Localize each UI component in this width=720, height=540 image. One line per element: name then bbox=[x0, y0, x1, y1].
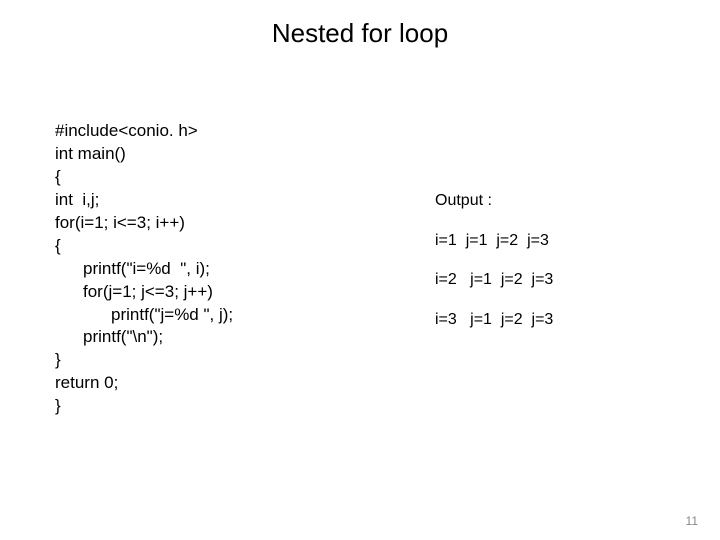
code-line: return 0; bbox=[55, 372, 385, 395]
code-line: printf("j=%d ", j); bbox=[55, 304, 385, 327]
code-line: int i,j; bbox=[55, 189, 385, 212]
output-block: Output : i=1 j=1 j=2 j=3 i=2 j=1 j=2 j=3… bbox=[385, 120, 680, 418]
code-line: for(i=1; i<=3; i++) bbox=[55, 212, 385, 235]
output-row: i=3 j=1 j=2 j=3 bbox=[435, 309, 680, 331]
code-line: { bbox=[55, 166, 385, 189]
page-number: 11 bbox=[686, 514, 698, 528]
code-line: } bbox=[55, 349, 385, 372]
code-line: for(j=1; j<=3; j++) bbox=[55, 281, 385, 304]
output-label: Output : bbox=[435, 190, 680, 212]
code-line: int main() bbox=[55, 143, 385, 166]
code-line: #include<conio. h> bbox=[55, 120, 385, 143]
slide-title: Nested for loop bbox=[0, 0, 720, 49]
code-line: printf("i=%d ", i); bbox=[55, 258, 385, 281]
output-row: i=2 j=1 j=2 j=3 bbox=[435, 269, 680, 291]
content-area: #include<conio. h> int main() { int i,j;… bbox=[55, 120, 680, 418]
code-line: printf("\n"); bbox=[55, 326, 385, 349]
code-line: { bbox=[55, 235, 385, 258]
output-row: i=1 j=1 j=2 j=3 bbox=[435, 230, 680, 252]
code-line: } bbox=[55, 395, 385, 418]
code-block: #include<conio. h> int main() { int i,j;… bbox=[55, 120, 385, 418]
